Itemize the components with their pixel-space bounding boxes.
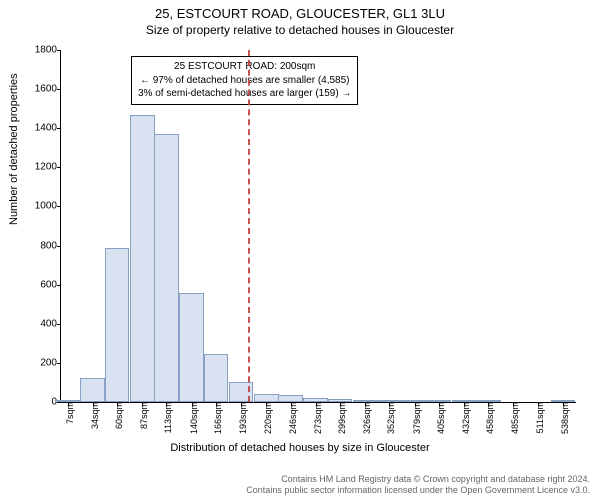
y-tick-mark xyxy=(57,246,61,247)
histogram-bar xyxy=(254,394,279,402)
x-tick-label: 326sqm xyxy=(358,402,372,434)
chart-title: 25, ESTCOURT ROAD, GLOUCESTER, GL1 3LU xyxy=(0,0,600,21)
y-tick-mark xyxy=(57,128,61,129)
y-tick-mark xyxy=(57,167,61,168)
annotation-line: 25 ESTCOURT ROAD: 200sqm xyxy=(138,60,351,74)
footer-line: Contains public sector information licen… xyxy=(0,485,590,496)
x-tick-label: 485sqm xyxy=(506,402,520,434)
x-tick-label: 379sqm xyxy=(408,402,422,434)
y-axis-label: Number of detached properties xyxy=(8,73,20,225)
histogram-bar xyxy=(130,115,155,402)
histogram-bar xyxy=(105,248,130,402)
chart-container: 25, ESTCOURT ROAD, GLOUCESTER, GL1 3LU S… xyxy=(0,0,600,500)
annotation-line: 3% of semi-detached houses are larger (1… xyxy=(138,87,351,101)
x-tick-label: 246sqm xyxy=(284,402,298,434)
histogram-bar xyxy=(229,382,254,402)
histogram-bar xyxy=(179,293,204,403)
x-tick-label: 60sqm xyxy=(110,402,124,429)
y-tick-mark xyxy=(57,363,61,364)
histogram-bar xyxy=(204,354,229,402)
chart-subtitle: Size of property relative to detached ho… xyxy=(0,21,600,37)
x-tick-label: 193sqm xyxy=(234,402,248,434)
footer-attribution: Contains HM Land Registry data © Crown c… xyxy=(0,474,590,497)
x-tick-label: 220sqm xyxy=(259,402,273,434)
y-tick-mark xyxy=(57,324,61,325)
x-tick-label: 458sqm xyxy=(481,402,495,434)
plot-area: 25 ESTCOURT ROAD: 200sqm ← 97% of detach… xyxy=(60,50,576,403)
x-tick-label: 511sqm xyxy=(531,402,545,433)
x-axis-label: Distribution of detached houses by size … xyxy=(0,442,600,454)
annotation-line: ← 97% of detached houses are smaller (4,… xyxy=(138,74,351,88)
x-tick-label: 34sqm xyxy=(86,402,100,429)
histogram-bar xyxy=(80,378,105,402)
x-tick-label: 538sqm xyxy=(556,402,570,434)
annotation-box: 25 ESTCOURT ROAD: 200sqm ← 97% of detach… xyxy=(131,56,358,105)
x-tick-label: 352sqm xyxy=(382,402,396,434)
x-tick-label: 140sqm xyxy=(185,402,199,434)
footer-line: Contains HM Land Registry data © Crown c… xyxy=(0,474,590,485)
histogram-bar xyxy=(154,134,179,402)
y-tick-mark xyxy=(57,206,61,207)
x-tick-label: 299sqm xyxy=(333,402,347,434)
marker-line xyxy=(248,50,250,402)
x-tick-label: 166sqm xyxy=(209,402,223,434)
x-tick-label: 87sqm xyxy=(135,402,149,429)
histogram-bar xyxy=(278,395,303,402)
y-tick-mark xyxy=(57,285,61,286)
y-tick-mark xyxy=(57,89,61,90)
x-tick-label: 432sqm xyxy=(457,402,471,434)
x-tick-label: 273sqm xyxy=(309,402,323,434)
x-tick-label: 405sqm xyxy=(432,402,446,434)
x-tick-label: 113sqm xyxy=(159,402,173,433)
x-tick-label: 7sqm xyxy=(61,402,75,424)
y-tick-mark xyxy=(57,50,61,51)
